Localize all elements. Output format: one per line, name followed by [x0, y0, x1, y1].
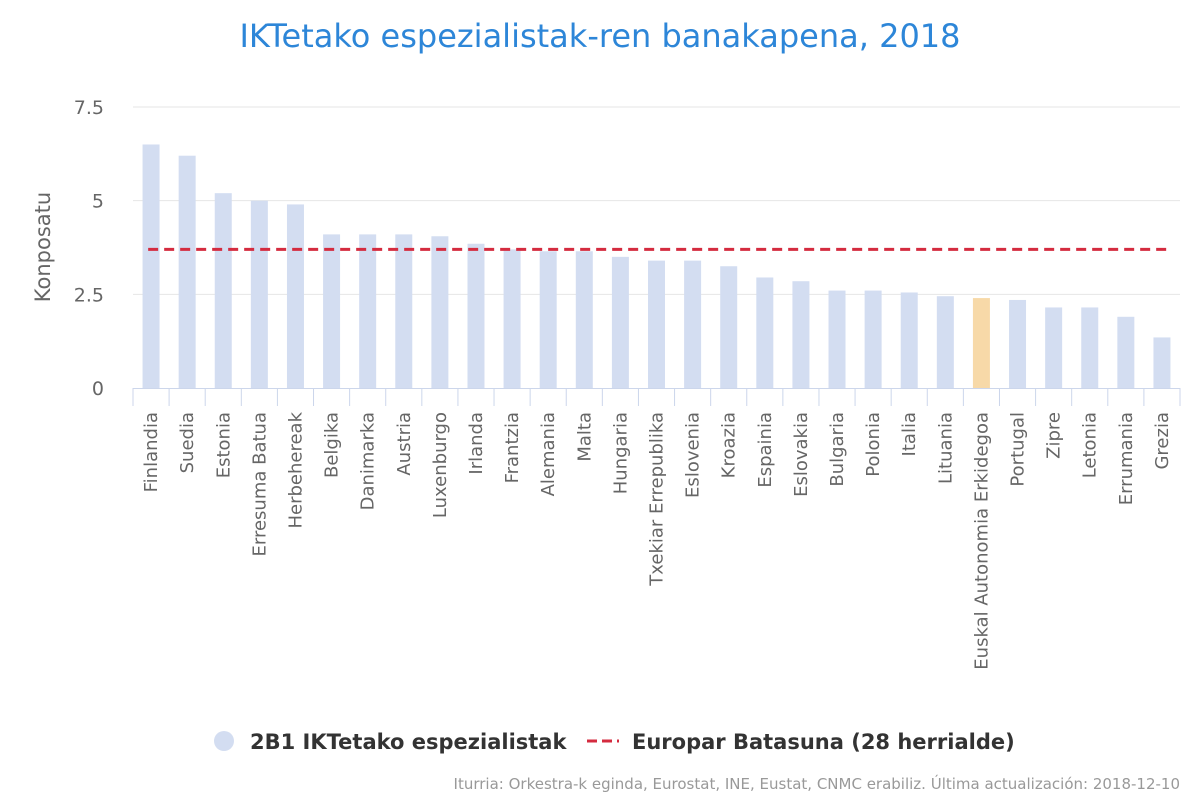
x-tick-label: Herbehereak — [285, 411, 306, 528]
bar[interactable] — [900, 292, 918, 388]
x-tick-label: Errumania — [1116, 412, 1137, 505]
bar[interactable] — [1081, 307, 1099, 388]
x-tick-label: Letonia — [1080, 412, 1101, 478]
x-tick-label: Italia — [899, 412, 920, 456]
x-tick-label: Portugal — [1008, 412, 1029, 487]
x-tick-label: Suedia — [177, 412, 198, 473]
bar[interactable] — [142, 144, 160, 388]
bar[interactable] — [864, 290, 882, 388]
x-tick-label: Malta — [574, 412, 595, 462]
x-axis-ticks — [132, 388, 1181, 406]
bar[interactable] — [250, 200, 268, 388]
y-tick-label: 0 — [92, 378, 104, 400]
bar[interactable] — [720, 266, 738, 388]
bar[interactable] — [684, 260, 702, 388]
y-axis-ticks: 0 2.5 5 7.5 — [74, 97, 104, 400]
x-tick-label: Espainia — [755, 412, 776, 488]
x-tick-label: Luxenburgo — [430, 412, 451, 518]
x-tick-label: Estonia — [213, 412, 234, 478]
bar[interactable] — [828, 290, 846, 388]
x-axis-labels: Finlandia Suedia Estonia Erresuma Batua Herb… — [141, 411, 1173, 669]
y-tick-label: 7.5 — [74, 97, 104, 119]
bar[interactable] — [1153, 337, 1171, 388]
y-tick-label: 2.5 — [74, 284, 104, 306]
x-tick-label: Txekiar Errepublika — [647, 412, 668, 587]
bar[interactable] — [1045, 307, 1063, 388]
legend[interactable]: 2B1 IKTetako espezialistak Europar Batas… — [214, 730, 1015, 754]
bar[interactable] — [286, 204, 304, 388]
bar[interactable] — [611, 256, 629, 388]
bar[interactable] — [972, 298, 990, 388]
bar[interactable] — [467, 243, 485, 388]
y-tick-label: 5 — [92, 191, 104, 213]
x-tick-label: Kroazia — [719, 412, 740, 478]
bar[interactable] — [575, 251, 593, 388]
bar[interactable] — [539, 251, 557, 388]
x-tick-label: Danimarka — [358, 412, 379, 510]
x-tick-label: Belgika — [322, 412, 343, 478]
bar[interactable] — [214, 193, 232, 388]
x-tick-label: Frantzia — [502, 412, 523, 483]
legend-bar-label: 2B1 IKTetako espezialistak — [250, 730, 567, 754]
x-tick-label: Hungaria — [610, 412, 631, 494]
x-tick-label: Polonia — [863, 412, 884, 477]
legend-line-label: Europar Batasuna (28 herrialde) — [632, 730, 1015, 754]
credits: Iturria: Orkestra-k eginda, Eurostat, IN… — [454, 774, 1180, 793]
x-tick-label: Eslovakia — [791, 412, 812, 497]
x-tick-label: Zipre — [1044, 412, 1065, 459]
bar[interactable] — [756, 277, 774, 388]
x-tick-label: Bulgaria — [827, 412, 848, 487]
x-tick-label: Alemania — [538, 412, 559, 496]
x-tick-label: Finlandia — [141, 412, 162, 492]
bar[interactable] — [792, 281, 810, 388]
bar[interactable] — [503, 249, 521, 388]
x-tick-label: Grezia — [1152, 412, 1173, 470]
bar[interactable] — [431, 236, 449, 388]
bar[interactable] — [648, 260, 665, 388]
bar[interactable] — [1009, 299, 1027, 388]
chart-title: IKTetako espezialistak-ren banakapena, 2… — [239, 17, 960, 55]
bar[interactable] — [1117, 316, 1135, 388]
bar[interactable] — [936, 296, 954, 388]
legend-bar-marker — [214, 731, 234, 751]
bar[interactable] — [323, 234, 341, 388]
x-tick-label: Austria — [394, 412, 415, 476]
x-tick-label: Euskal Autonomia Erkidegoa — [971, 412, 992, 670]
x-tick-label: Irlanda — [466, 412, 487, 475]
bar[interactable] — [359, 234, 377, 388]
x-tick-label: Lituania — [935, 412, 956, 484]
y-axis-label: Konposatu — [31, 192, 55, 302]
x-tick-label: Erresuma Batua — [249, 412, 270, 556]
x-tick-label: Eslovenia — [683, 412, 704, 498]
bar[interactable] — [395, 234, 413, 388]
bar-series — [142, 144, 1171, 388]
bar[interactable] — [178, 155, 196, 388]
